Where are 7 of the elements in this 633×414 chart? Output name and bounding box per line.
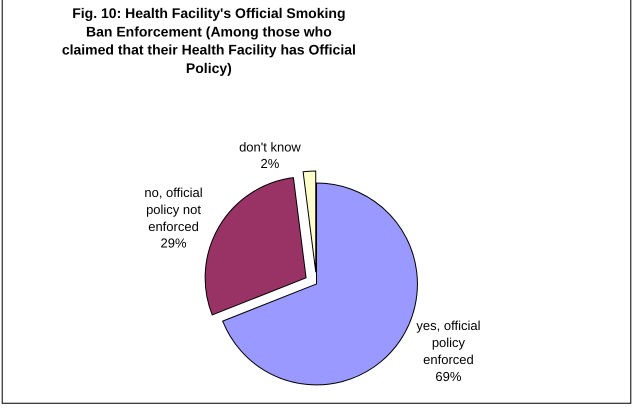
- slice-label: don't know: [239, 139, 302, 154]
- data-label: 29%: [160, 236, 187, 251]
- slice-label: no, official policy not enforced: [144, 185, 203, 234]
- slice-label: yes, official policy enforced: [416, 318, 481, 368]
- data-label: 69%: [435, 368, 462, 384]
- chart-title: Fig. 10: Health Facility's Official Smoking Ban Enforcement (Among those who claimed that their Health Facility has Official Policy): [62, 5, 356, 76]
- data-label: 2%: [260, 156, 280, 172]
